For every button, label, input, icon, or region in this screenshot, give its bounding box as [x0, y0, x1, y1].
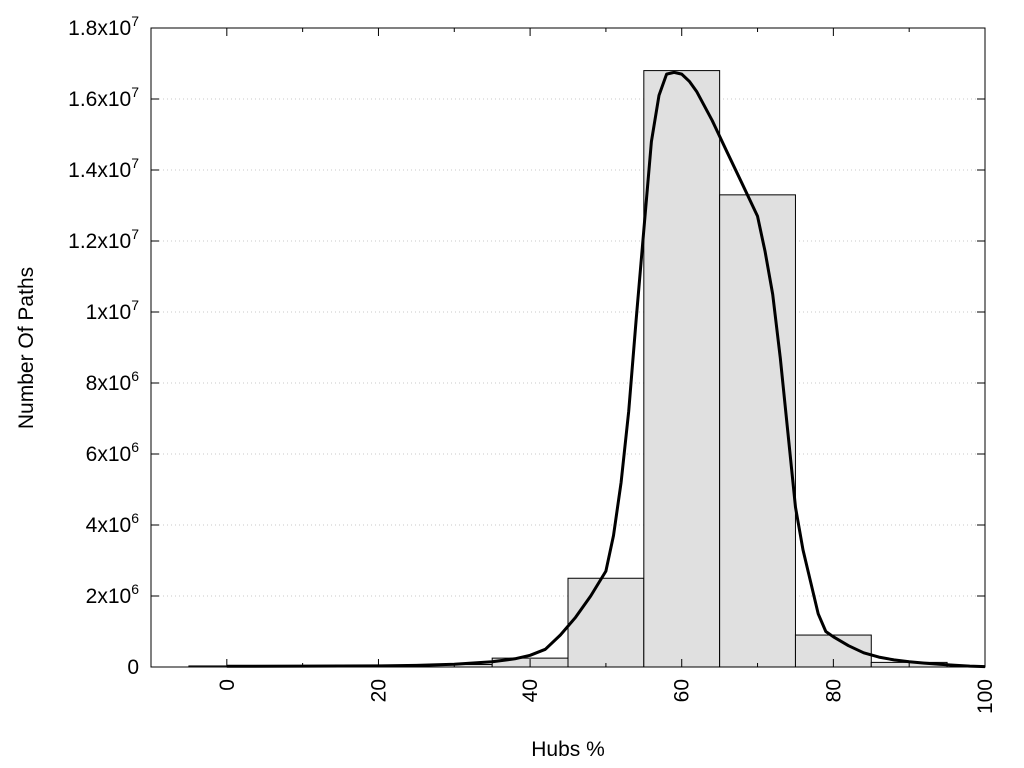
y-axis-title: Number Of Paths	[15, 267, 38, 429]
y-tick-labels: 0 2x106 4x106 6x106 8x106 1x107 1.2x107 1.4x107…	[68, 13, 139, 679]
y-tick-label: 1.2x107	[68, 226, 139, 253]
plot-frame	[150, 27, 986, 668]
x-tick-label: 60	[671, 679, 694, 702]
x-tick-label: 80	[822, 679, 845, 702]
bar	[567, 577, 645, 668]
fit-curve-line	[226, 70, 986, 669]
bars	[188, 70, 948, 668]
grid-lines	[151, 98, 985, 597]
y-tick-label: 6x106	[86, 439, 140, 466]
x-tick-label: 40	[519, 679, 542, 702]
x-tick-label: 100	[974, 679, 997, 714]
bar	[719, 194, 796, 668]
y-tick-label: 8x106	[86, 368, 140, 395]
y-tick-label: 1.6x107	[68, 84, 139, 111]
x-tick-labels: 0 20 40 60 80 100	[216, 679, 997, 714]
x-tick-label: 20	[367, 679, 390, 702]
y-tick-label: 4x106	[86, 510, 140, 537]
y-tick-label: 2x106	[86, 581, 140, 608]
y-tick-label: 1x107	[86, 297, 140, 324]
x-tick-label: 0	[216, 679, 239, 691]
y-tick-label: 0	[127, 656, 139, 679]
x-axis-title: Hubs %	[531, 738, 605, 761]
y-tick-label: 1.4x107	[68, 155, 139, 182]
bar	[643, 70, 721, 668]
fit-curve	[226, 70, 986, 669]
y-tick-label: 1.8x107	[68, 13, 139, 40]
axis-ticks	[151, 27, 986, 668]
